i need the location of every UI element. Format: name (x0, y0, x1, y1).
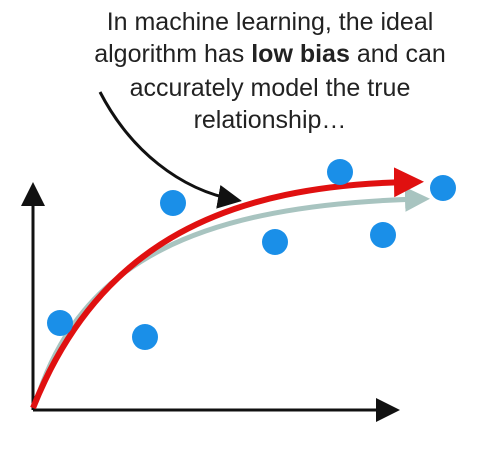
caption-line: In machine learning, the ideal (107, 8, 434, 36)
points (47, 159, 456, 350)
caption: In machine learning, the ideal algorithm … (94, 8, 446, 134)
pointer-arrow (98, 91, 242, 209)
caption-text: relationship… (194, 106, 347, 134)
caption-text: accurately model the true (130, 74, 411, 102)
caption-text: and can (350, 40, 446, 68)
point (327, 159, 353, 185)
caption-line: accurately model the true (130, 74, 411, 102)
point (262, 229, 288, 255)
point (430, 175, 456, 201)
caption-line: algorithm has low bias and can (94, 40, 446, 68)
point (370, 222, 396, 248)
model-curve (30, 167, 424, 410)
true-relationship (33, 186, 430, 403)
point (160, 190, 186, 216)
point (132, 324, 158, 350)
caption-line: relationship… (194, 106, 347, 134)
point (47, 310, 73, 336)
caption-text: low bias (251, 40, 350, 68)
caption-text: algorithm has (94, 40, 251, 68)
caption-text: In machine learning, the ideal (107, 8, 434, 36)
